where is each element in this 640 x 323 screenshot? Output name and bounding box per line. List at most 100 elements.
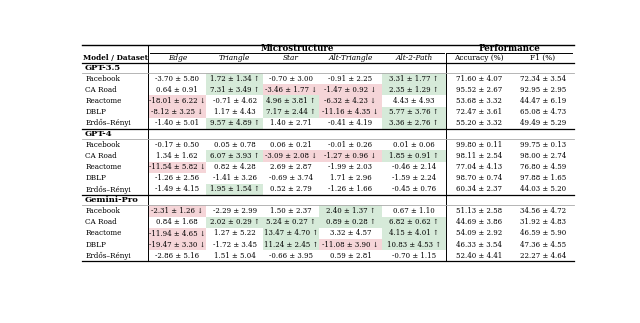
Text: 77.04 ± 4.13: 77.04 ± 4.13	[456, 163, 502, 171]
Text: 1.27 ± 5.22: 1.27 ± 5.22	[214, 229, 255, 237]
Text: Edge: Edge	[168, 54, 187, 62]
Bar	[263, 217, 319, 228]
Bar	[148, 205, 206, 217]
Text: 0.64 ± 0.91: 0.64 ± 0.91	[156, 86, 198, 94]
Text: -1.40 ± 5.01: -1.40 ± 5.01	[155, 119, 199, 127]
Text: 3.32 ± 4.57: 3.32 ± 4.57	[330, 229, 371, 237]
Text: 5.77 ± 3.76 ↑: 5.77 ± 3.76 ↑	[389, 108, 439, 116]
Text: 4.43 ± 4.93: 4.43 ± 4.93	[393, 97, 435, 105]
Bar	[206, 184, 263, 195]
Bar	[206, 73, 263, 84]
Bar	[263, 95, 319, 107]
Text: -0.41 ± 4.19: -0.41 ± 4.19	[328, 119, 372, 127]
Bar	[382, 217, 446, 228]
Bar	[263, 228, 319, 239]
Text: 1.17 ± 4.43: 1.17 ± 4.43	[214, 108, 255, 116]
Text: CA Road: CA Road	[85, 152, 117, 160]
Text: 0.01 ± 0.06: 0.01 ± 0.06	[393, 141, 435, 149]
Text: 44.47 ± 6.19: 44.47 ± 6.19	[520, 97, 566, 105]
Text: -11.54 ± 5.82 ↓: -11.54 ± 5.82 ↓	[149, 163, 205, 171]
Text: -0.69 ± 3.74: -0.69 ± 3.74	[269, 174, 313, 182]
Text: Model / Dataset: Model / Dataset	[83, 54, 148, 62]
Text: 47.36 ± 4.55: 47.36 ± 4.55	[520, 241, 566, 248]
Text: Microstructure: Microstructure	[260, 44, 333, 53]
Text: -1.72 ± 3.45: -1.72 ± 3.45	[212, 241, 257, 248]
Text: DBLP: DBLP	[85, 174, 106, 182]
Text: -0.45 ± 0.76: -0.45 ± 0.76	[392, 185, 436, 193]
Text: -3.09 ± 2.08 ↓: -3.09 ± 2.08 ↓	[265, 152, 317, 160]
Text: 76.80 ± 4.59: 76.80 ± 4.59	[520, 163, 566, 171]
Text: 2.69 ± 2.87: 2.69 ± 2.87	[270, 163, 312, 171]
Text: 46.33 ± 3.54: 46.33 ± 3.54	[456, 241, 502, 248]
Text: 0.89 ± 0.28 ↑: 0.89 ± 0.28 ↑	[326, 218, 376, 226]
Text: 1.34 ± 1.62: 1.34 ± 1.62	[156, 152, 198, 160]
Text: 1.50 ± 2.37: 1.50 ± 2.37	[270, 207, 312, 215]
Text: Reactome: Reactome	[85, 163, 122, 171]
Text: 9.57 ± 4.89 ↑: 9.57 ± 4.89 ↑	[210, 119, 260, 127]
Text: -18.01 ± 6.22 ↓: -18.01 ± 6.22 ↓	[149, 97, 205, 105]
Text: 31.92 ± 4.83: 31.92 ± 4.83	[520, 218, 566, 226]
Text: 0.05 ± 0.78: 0.05 ± 0.78	[214, 141, 255, 149]
Bar	[319, 107, 382, 118]
Text: Erdős–Rényi: Erdős–Rényi	[85, 119, 131, 127]
Text: 54.09 ± 2.92: 54.09 ± 2.92	[456, 229, 502, 237]
Text: 71.60 ± 4.07: 71.60 ± 4.07	[456, 75, 502, 83]
Bar	[382, 73, 446, 84]
Text: -1.49 ± 4.15: -1.49 ± 4.15	[155, 185, 199, 193]
Text: 34.56 ± 4.72: 34.56 ± 4.72	[520, 207, 566, 215]
Text: 0.84 ± 1.68: 0.84 ± 1.68	[156, 218, 198, 226]
Bar	[206, 84, 263, 95]
Bar	[263, 84, 319, 95]
Bar	[319, 95, 382, 107]
Bar	[263, 151, 319, 162]
Text: 2.40 ± 1.37 ↑: 2.40 ± 1.37 ↑	[326, 207, 375, 215]
Text: -2.31 ± 1.26 ↓: -2.31 ± 1.26 ↓	[151, 207, 204, 215]
Text: 5.24 ± 0.27 ↑: 5.24 ± 0.27 ↑	[266, 218, 316, 226]
Text: Gemini-Pro: Gemini-Pro	[84, 196, 138, 204]
Text: 44.69 ± 3.86: 44.69 ± 3.86	[456, 218, 502, 226]
Text: 1.72 ± 1.34 ↑: 1.72 ± 1.34 ↑	[210, 75, 259, 83]
Text: 22.27 ± 4.64: 22.27 ± 4.64	[520, 252, 566, 260]
Text: 44.03 ± 5.20: 44.03 ± 5.20	[520, 185, 566, 193]
Text: 4.96 ± 3.81 ↑: 4.96 ± 3.81 ↑	[266, 97, 316, 105]
Text: 46.59 ± 5.90: 46.59 ± 5.90	[520, 229, 566, 237]
Text: 3.36 ± 2.76 ↑: 3.36 ± 2.76 ↑	[389, 119, 439, 127]
Bar	[148, 162, 206, 173]
Bar	[319, 205, 382, 217]
Text: 52.40 ± 4.41: 52.40 ± 4.41	[456, 252, 502, 260]
Text: Star: Star	[283, 54, 299, 62]
Text: Accuracy (%): Accuracy (%)	[454, 54, 504, 62]
Text: -0.17 ± 0.50: -0.17 ± 0.50	[155, 141, 199, 149]
Text: 95.52 ± 2.67: 95.52 ± 2.67	[456, 86, 502, 94]
Text: 92.95 ± 2.95: 92.95 ± 2.95	[520, 86, 566, 94]
Bar	[382, 118, 446, 129]
Bar	[148, 239, 206, 250]
Text: -11.94 ± 4.65 ↓: -11.94 ± 4.65 ↓	[149, 229, 205, 237]
Text: GPT-4: GPT-4	[84, 130, 112, 138]
Bar	[382, 84, 446, 95]
Text: 65.08 ± 4.73: 65.08 ± 4.73	[520, 108, 566, 116]
Text: 0.06 ± 0.21: 0.06 ± 0.21	[270, 141, 312, 149]
Text: 51.13 ± 2.58: 51.13 ± 2.58	[456, 207, 502, 215]
Text: DBLP: DBLP	[85, 108, 106, 116]
Bar	[148, 95, 206, 107]
Text: -3.46 ± 1.77 ↓: -3.46 ± 1.77 ↓	[265, 86, 317, 94]
Text: -8.12 ± 3.25 ↓: -8.12 ± 3.25 ↓	[151, 108, 204, 116]
Bar	[319, 84, 382, 95]
Text: Alt-2-Path: Alt-2-Path	[396, 54, 433, 62]
Text: 10.83 ± 4.53 ↑: 10.83 ± 4.53 ↑	[387, 241, 441, 248]
Text: -11.08 ± 3.90 ↓: -11.08 ± 3.90 ↓	[322, 241, 379, 248]
Bar	[382, 151, 446, 162]
Bar	[206, 118, 263, 129]
Text: 1.71 ± 2.96: 1.71 ± 2.96	[330, 174, 371, 182]
Bar	[319, 239, 382, 250]
Text: 98.00 ± 2.74: 98.00 ± 2.74	[520, 152, 566, 160]
Bar	[263, 107, 319, 118]
Bar	[382, 239, 446, 250]
Text: -0.91 ± 2.25: -0.91 ± 2.25	[328, 75, 372, 83]
Text: 2.02 ± 0.29 ↑: 2.02 ± 0.29 ↑	[210, 218, 260, 226]
Text: 7.17 ± 2.44 ↑: 7.17 ± 2.44 ↑	[266, 108, 316, 116]
Text: 13.47 ± 4.70 ↑: 13.47 ± 4.70 ↑	[264, 229, 318, 237]
Text: -6.32 ± 4.23 ↓: -6.32 ± 4.23 ↓	[324, 97, 376, 105]
Text: CA Road: CA Road	[85, 218, 117, 226]
